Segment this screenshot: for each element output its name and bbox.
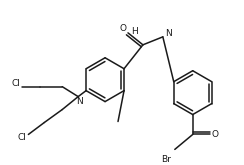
Text: Cl: Cl [18,133,27,142]
Text: N: N [165,29,172,38]
Text: Cl: Cl [12,79,21,88]
Text: O: O [120,24,126,33]
Text: Br: Br [161,155,171,164]
Text: H: H [132,27,138,36]
Text: N: N [76,97,82,106]
Text: O: O [211,130,218,139]
